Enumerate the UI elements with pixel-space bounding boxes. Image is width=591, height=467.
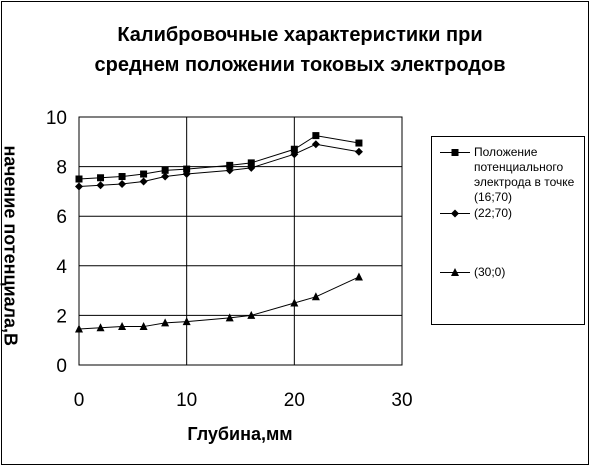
y-tick-label: 2 xyxy=(56,306,67,327)
y-tick-label: 6 xyxy=(56,207,67,228)
data-point-triangle xyxy=(182,317,191,326)
data-point-triangle xyxy=(118,322,127,331)
y-tick-label: 8 xyxy=(56,158,67,179)
y-tick-label: 4 xyxy=(56,257,67,278)
plot-area xyxy=(78,116,403,366)
legend-marker-square xyxy=(440,149,470,156)
legend-label-series-1: Положение потенциального электрода в точ… xyxy=(474,145,575,204)
data-point-triangle xyxy=(225,313,234,322)
data-point-square xyxy=(97,174,105,182)
legend-marker-triangle xyxy=(440,268,470,276)
data-point-diamond xyxy=(290,150,299,159)
data-point-triangle xyxy=(247,310,256,319)
data-point-diamond xyxy=(118,179,127,188)
y-tick-label: 10 xyxy=(46,108,67,129)
data-point-diamond xyxy=(75,182,83,191)
data-point-triangle xyxy=(139,322,148,331)
data-point-diamond xyxy=(161,172,170,181)
data-point-square xyxy=(118,173,126,181)
y-axis-label: начение потенциала,В xyxy=(0,145,21,347)
data-point-triangle xyxy=(354,272,363,281)
data-point-diamond xyxy=(139,177,148,186)
series-line-2 xyxy=(78,143,360,187)
chart-legend: Положение потенциального электрода в точ… xyxy=(431,136,585,325)
chart-title-line-2: среднем положении токовых электродов xyxy=(94,54,506,76)
data-point-square xyxy=(140,170,148,178)
series-line-3 xyxy=(78,276,360,330)
data-point-triangle xyxy=(161,318,170,327)
data-point-diamond xyxy=(354,147,363,156)
data-point-triangle xyxy=(311,292,320,301)
data-point-square xyxy=(183,165,191,173)
data-point-square xyxy=(355,139,363,147)
data-point-triangle xyxy=(96,323,105,332)
x-tick-label: 30 xyxy=(391,390,412,411)
data-point-triangle xyxy=(75,324,83,333)
data-point-square xyxy=(75,175,83,183)
data-point-square xyxy=(247,159,255,167)
data-point-square xyxy=(226,161,234,169)
data-point-diamond xyxy=(182,170,191,179)
legend-label-series-2: (22;70) xyxy=(474,206,513,220)
data-point-diamond xyxy=(225,166,234,175)
data-point-square xyxy=(161,166,169,174)
data-point-diamond xyxy=(96,181,105,190)
x-tick-label: 0 xyxy=(74,390,85,411)
chart-title-line-1: Калибровочные характеристики при xyxy=(117,24,483,46)
x-tick-label: 20 xyxy=(284,390,305,411)
legend-marker-diamond xyxy=(440,209,470,218)
x-axis-label: Глубина,мм xyxy=(187,424,293,444)
data-point-diamond xyxy=(247,163,256,172)
x-tick-label: 10 xyxy=(176,390,197,411)
data-point-square xyxy=(312,132,320,140)
legend-label-series-3: (30;0) xyxy=(474,265,506,279)
y-tick-label: 0 xyxy=(56,356,67,377)
data-point-square xyxy=(290,145,298,153)
data-point-triangle xyxy=(290,298,299,307)
data-point-diamond xyxy=(311,140,320,149)
